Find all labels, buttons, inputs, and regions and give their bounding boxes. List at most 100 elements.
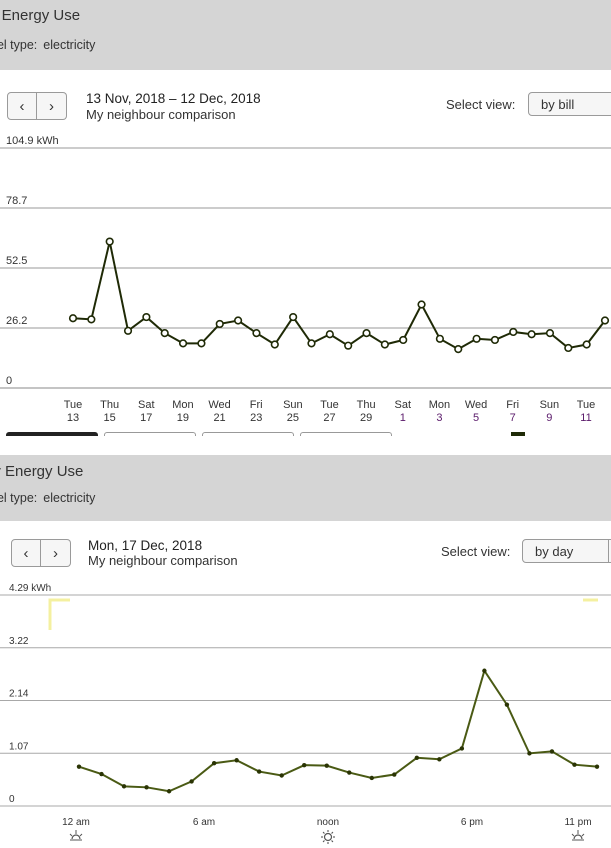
- data-point: [392, 772, 397, 777]
- data-point: [270, 340, 279, 349]
- period-nav: ‹ ›: [11, 539, 71, 567]
- legend-strip: [0, 432, 611, 436]
- chevron-down-icon: ▾: [608, 540, 611, 562]
- series-line: [78, 668, 598, 793]
- select-view-dropdown[interactable]: by bill ▾: [528, 92, 611, 116]
- data-point: [600, 316, 610, 325]
- select-view-value: by bill: [541, 96, 575, 112]
- data-point: [454, 345, 463, 354]
- data-point: [234, 316, 243, 325]
- y-tick-label: 26.2: [6, 315, 27, 327]
- x-tick-label: 17: [140, 412, 152, 424]
- data-point: [121, 784, 127, 789]
- x-tick-label: Thu: [100, 399, 119, 411]
- panel-title: ly Energy Use: [0, 463, 84, 480]
- select-view-label: Select view:: [441, 544, 511, 559]
- x-tick-label: 21: [213, 412, 225, 424]
- chevron-left-icon: ‹: [19, 97, 25, 115]
- data-point: [197, 339, 206, 348]
- usage-line-chart: 104.9 kWh78.752.526.20Tue13Thu15Sat17Mon…: [0, 136, 611, 424]
- fuel-type-value: electricity: [43, 491, 96, 505]
- x-tick-label: 25: [287, 412, 299, 424]
- data-point: [279, 773, 284, 778]
- panel-title: y Energy Use: [0, 7, 81, 24]
- legend-swatch: [511, 432, 525, 436]
- x-tick-label: 29: [360, 412, 372, 424]
- data-point: [325, 330, 334, 339]
- data-point: [417, 300, 426, 309]
- x-tick-label: Sat: [395, 399, 412, 411]
- data-point: [545, 328, 555, 338]
- data-point: [307, 339, 316, 348]
- panel-header: ly Energy Use uel type: electricity: [0, 455, 611, 521]
- sun-ray: [322, 831, 325, 834]
- data-point: [437, 757, 442, 762]
- x-tick-label: 1: [400, 412, 406, 424]
- legend-tab-active[interactable]: [6, 432, 98, 436]
- panel-header: y Energy Use uel type: electricity: [0, 0, 611, 70]
- data-point: [302, 762, 307, 768]
- data-point: [369, 775, 374, 781]
- x-tick-label: 6 pm: [461, 817, 483, 828]
- data-point: [482, 668, 487, 673]
- data-point: [594, 764, 600, 769]
- sun-ray: [331, 831, 334, 834]
- sun-ray: [581, 833, 585, 837]
- x-tick-label: Fri: [250, 399, 263, 411]
- period-nav: ‹ ›: [7, 92, 67, 120]
- data-point: [472, 334, 481, 343]
- x-tick-label: Mon: [172, 399, 193, 411]
- sunrise-icon: [71, 834, 81, 840]
- highlight-marker: [48, 598, 70, 630]
- x-tick-label: 5: [473, 412, 479, 424]
- chevron-right-icon: ›: [49, 97, 54, 115]
- data-point: [76, 764, 82, 769]
- data-point: [289, 312, 298, 322]
- data-point: [490, 335, 500, 345]
- sun-ray: [79, 833, 83, 837]
- fuel-type-label: uel type:: [0, 38, 38, 52]
- chevron-right-icon: ›: [53, 544, 58, 562]
- x-tick-label: Thu: [357, 399, 376, 411]
- fuel-type: uel type: electricity: [0, 491, 95, 505]
- data-point: [399, 335, 408, 345]
- data-point: [324, 763, 329, 768]
- data-point: [459, 746, 465, 751]
- y-tick-label: 2.14: [9, 689, 29, 700]
- data-point: [144, 785, 149, 790]
- legend-tab[interactable]: [104, 432, 196, 436]
- data-point: [166, 789, 172, 794]
- x-tick-label: 13: [67, 412, 79, 424]
- y-tick-label: 3.22: [9, 636, 29, 647]
- previous-period-button[interactable]: ‹: [11, 539, 41, 567]
- legend-tab[interactable]: [202, 432, 294, 436]
- x-tick-label: 12 am: [62, 817, 90, 828]
- fuel-type-label: uel type:: [0, 491, 38, 505]
- x-tick-label: Fri: [506, 399, 519, 411]
- next-period-button[interactable]: ›: [41, 539, 71, 567]
- data-point: [160, 328, 169, 338]
- previous-period-button[interactable]: ‹: [7, 92, 37, 120]
- data-point: [105, 237, 114, 246]
- x-tick-label: 6 am: [193, 817, 215, 828]
- sun-icon: [323, 832, 333, 842]
- x-tick-label: Wed: [465, 399, 487, 411]
- data-point: [362, 328, 371, 338]
- x-tick-label: Tue: [320, 399, 339, 411]
- data-point: [582, 340, 591, 349]
- x-tick-label: 9: [546, 412, 552, 424]
- data-point: [435, 334, 444, 343]
- data-point: [211, 761, 217, 766]
- data-point: [68, 314, 78, 323]
- legend-tab[interactable]: [300, 432, 392, 436]
- fuel-type-value: electricity: [43, 38, 96, 52]
- data-point: [504, 702, 510, 707]
- x-tick-label: 3: [436, 412, 442, 424]
- select-view-label: Select view:: [446, 97, 516, 112]
- data-point: [215, 319, 224, 329]
- series-line: [72, 241, 606, 351]
- select-view-dropdown[interactable]: by day ▾: [522, 539, 611, 563]
- next-period-button[interactable]: ›: [37, 92, 67, 120]
- x-tick-label: Tue: [64, 399, 83, 411]
- fuel-type: uel type: electricity: [0, 38, 95, 52]
